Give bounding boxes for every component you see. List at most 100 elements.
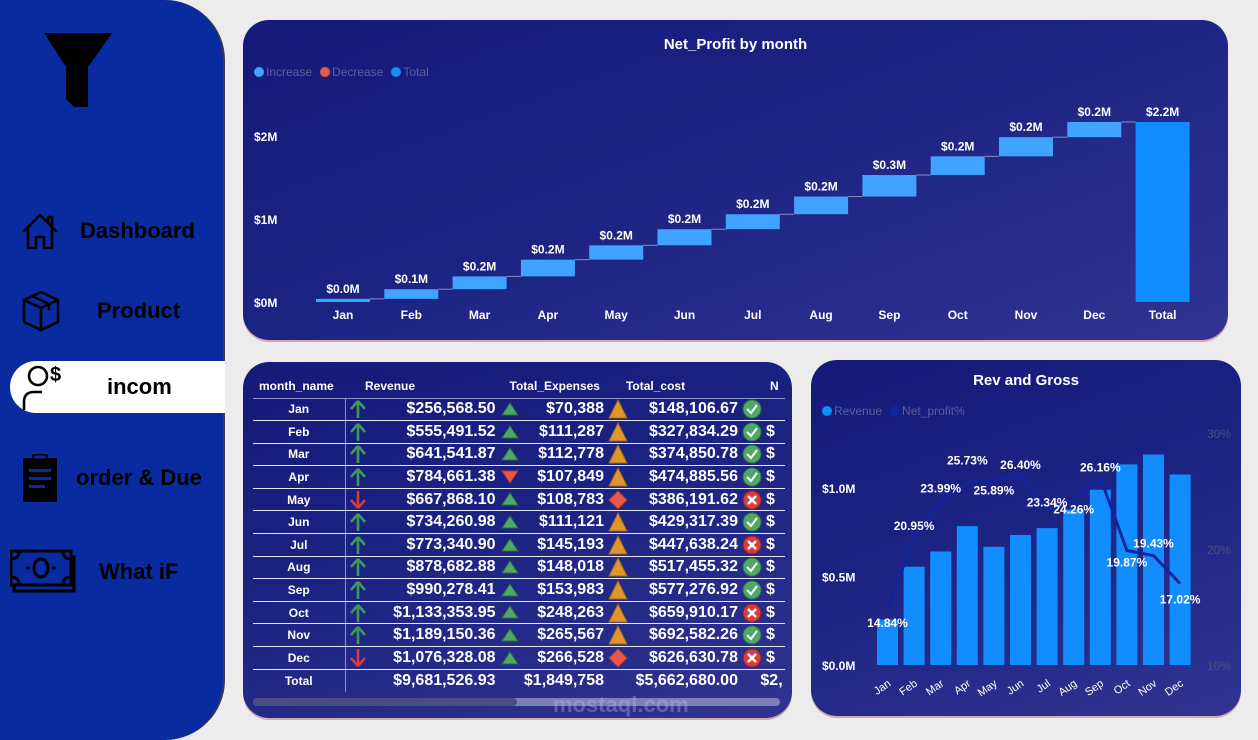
- warning-triangle-icon: [605, 533, 630, 557]
- table-row[interactable]: Mar $641,541.87 $112,778 $374,850.78 $: [253, 443, 785, 467]
- data-label: $0.2M: [804, 180, 837, 194]
- box-icon: [22, 290, 60, 332]
- table-header-row: month_name Revenue Total_Expenses Total_…: [253, 374, 785, 399]
- legend-item-decrease[interactable]: Decrease: [320, 65, 383, 79]
- check-circle-icon: [739, 556, 764, 580]
- triangle-up-icon: [500, 628, 519, 642]
- svg-text:$: $: [50, 364, 61, 386]
- triangle-up-icon: [500, 582, 519, 597]
- triangle-up-icon: [497, 601, 523, 625]
- cross-circle-icon: [739, 646, 764, 670]
- table-row[interactable]: Sep $990,278.41 $153,983 $577,276.92 $: [253, 578, 785, 602]
- table-row[interactable]: Nov $1,189,150.36 $265,567 $692,582.26 $: [253, 623, 785, 648]
- table-row[interactable]: Dec $1,076,328.08 $266,528 $626,630.78 $: [253, 646, 785, 670]
- triangle-up-icon: [500, 605, 519, 619]
- legend-dot-icon: [391, 67, 402, 77]
- net-profit-waterfall-card: Net_Profit by month Increase Decrease To…: [243, 20, 1228, 340]
- x-tick-label: Feb: [897, 678, 919, 699]
- legend-item-revenue[interactable]: Revenue: [822, 404, 882, 418]
- legend-item-total[interactable]: Total: [391, 65, 429, 79]
- table-row[interactable]: Jul $773,340.90 $145,193 $447,638.24 $: [253, 533, 785, 557]
- triangle-up-icon: [497, 488, 523, 512]
- revenue-bar: [930, 551, 952, 665]
- y-tick-label: $0M: [254, 296, 277, 310]
- waterfall-bar: [520, 259, 575, 277]
- sidebar-item-order-due[interactable]: order & Due: [0, 452, 225, 504]
- table-row[interactable]: May $667,868.10 $108,783 $386,191.62 $: [253, 488, 785, 512]
- column-header-net-profit[interactable]: N: [739, 374, 785, 399]
- financial-table-card: month_name Revenue Total_Expenses Total_…: [243, 362, 792, 718]
- table-row[interactable]: Feb $555,491.52 $111,287 $327,834.29 $: [253, 420, 785, 444]
- arrow-up-icon: [345, 420, 370, 444]
- line-data-label: 23.34%: [1027, 495, 1068, 509]
- table-row[interactable]: Jan $256,568.50 $70,388 $148,106.67: [253, 398, 785, 422]
- check-circle-icon: [739, 443, 764, 467]
- legend-dot-icon: [822, 406, 832, 416]
- sidebar-item-dashboard[interactable]: Dashboard: [0, 205, 225, 257]
- triangle-up-icon: [500, 650, 519, 665]
- net-profit-cell: $: [763, 533, 785, 557]
- line-data-label: 25.73%: [947, 454, 988, 468]
- chart-title: Rev and Gross: [973, 372, 1079, 389]
- data-label: $0.2M: [531, 243, 564, 257]
- x-tick-label: Total: [1149, 308, 1177, 322]
- x-tick-label: Jun: [674, 308, 695, 322]
- x-tick-label: Jul: [1034, 678, 1052, 696]
- column-header-expenses[interactable]: Total_Expenses: [497, 374, 606, 399]
- sidebar-item-product[interactable]: Product: [0, 285, 225, 337]
- revenue-cell: $1,133,353.95: [369, 601, 498, 625]
- scrollbar-thumb[interactable]: [253, 698, 517, 706]
- clipboard-icon: [23, 454, 57, 502]
- table-row[interactable]: Jun $734,260.98 $111,121 $429,317.39 $: [253, 510, 785, 535]
- revenue-bar: [1143, 454, 1164, 665]
- warning-triangle-icon: [608, 512, 628, 532]
- horizontal-scrollbar[interactable]: [253, 698, 780, 706]
- cost-cell: $659,910.17: [629, 601, 740, 625]
- table-row[interactable]: Oct $1,133,353.95 $248,263 $659,910.17 $: [253, 601, 785, 625]
- triangle-up-icon: [500, 424, 519, 439]
- warning-triangle-icon: [608, 467, 628, 487]
- cost-cell: $148,106.67: [629, 398, 740, 422]
- cross-circle-icon: [742, 648, 762, 668]
- line-data-label: 14.84%: [867, 616, 908, 630]
- month-cell: Jan: [253, 398, 346, 422]
- net-profit-cell: [763, 398, 785, 422]
- x-tick-label: Dec: [1163, 677, 1186, 698]
- y-right-tick-label: 20%: [1207, 543, 1231, 557]
- column-header-month[interactable]: month_name: [253, 374, 345, 399]
- x-tick-label: Sep: [878, 308, 900, 322]
- column-header-cost[interactable]: Total_cost: [605, 374, 740, 399]
- cost-cell: $626,630.78: [629, 646, 740, 670]
- cross-circle-icon: [739, 533, 764, 557]
- revenue-cell: $1,076,328.08: [369, 646, 498, 670]
- cost-cell: $692,582.26: [629, 623, 740, 648]
- arrow-up-icon: [349, 400, 366, 419]
- net-profit-cell: $: [763, 623, 785, 648]
- data-label: $0.2M: [1009, 120, 1042, 134]
- cost-cell: $429,317.39: [629, 510, 740, 535]
- arrow-up-icon: [349, 513, 366, 532]
- chart-title: Net_Profit by month: [663, 36, 808, 53]
- column-header-revenue[interactable]: Revenue: [345, 374, 498, 399]
- net-profit-cell: $: [763, 420, 785, 444]
- month-cell: Jul: [253, 533, 346, 557]
- legend-item-net-profit[interactable]: Net_profit%: [890, 404, 965, 418]
- warning-triangle-icon: [605, 420, 630, 444]
- table-row[interactable]: Aug $878,682.88 $148,018 $517,455.32 $: [253, 556, 785, 580]
- x-tick-label: May: [976, 677, 1000, 699]
- check-circle-icon: [739, 578, 764, 602]
- triangle-down-icon: [500, 470, 519, 484]
- waterfall-bar: [1067, 121, 1122, 138]
- x-tick-label: Apr: [538, 308, 559, 322]
- arrow-up-icon: [349, 468, 366, 487]
- table-row[interactable]: Apr $784,661.38 $107,849 $474,885.56 $: [253, 465, 785, 489]
- y-left-tick-label: $1.0M: [822, 482, 855, 496]
- arrow-up-icon: [349, 603, 366, 622]
- line-data-label: 19.87%: [1107, 556, 1148, 570]
- month-cell: Jun: [253, 510, 346, 535]
- sidebar-item-what-if[interactable]: What iF: [0, 546, 225, 598]
- sidebar-item-incom[interactable]: $ incom: [10, 361, 225, 413]
- revenue-cell: $784,661.38: [369, 465, 498, 489]
- waterfall-bar: [999, 137, 1053, 157]
- legend-item-increase[interactable]: Increase: [254, 65, 312, 79]
